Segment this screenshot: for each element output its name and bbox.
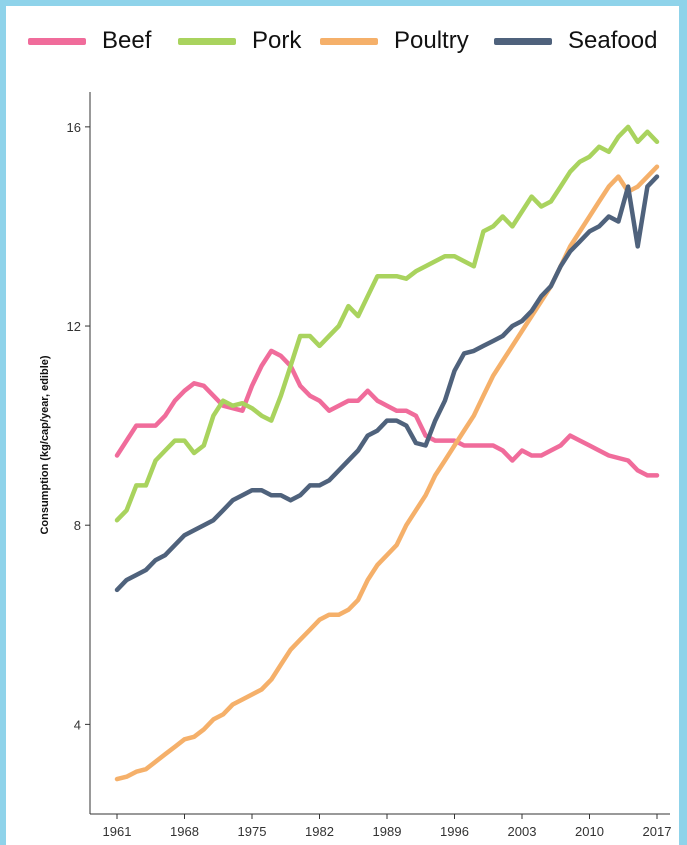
y-axis-title: Consumption (kg/cap/year, edible) [39, 355, 51, 534]
legend-label-beef: Beef [102, 27, 152, 54]
y-tick-label: 12 [67, 319, 81, 334]
x-tick-label: 1982 [305, 824, 334, 839]
y-axis-ticks: 4 8 12 16 [67, 120, 90, 732]
x-tick-label: 1968 [170, 824, 199, 839]
series-line-poultry [114, 164, 660, 782]
legend-item-seafood: Seafood [494, 26, 657, 56]
y-tick-label: 8 [74, 518, 81, 533]
chart-legend: Beef Pork Poultry Seafood [6, 6, 679, 70]
legend-item-pork: Pork [178, 26, 301, 56]
x-tick-label: 2017 [643, 824, 672, 839]
line-chart: 4 8 12 16 1961 1968 1975 1982 1989 1996 2003 2010 2… [39, 92, 672, 839]
y-tick-label: 4 [74, 717, 81, 732]
chart-frame: Beef Pork Poultry Seafood 4 8 12 16 1961 196… [6, 6, 679, 845]
x-tick-label: 2010 [575, 824, 604, 839]
x-tick-label: 1961 [103, 824, 132, 839]
legend-item-beef: Beef [28, 26, 151, 56]
series-line-seafood [114, 174, 660, 593]
legend-swatch-beef [28, 37, 86, 45]
series-line-pork [114, 124, 660, 523]
x-tick-label: 1975 [238, 824, 267, 839]
legend-item-poultry: Poultry [320, 26, 469, 56]
legend-swatch-poultry [320, 37, 378, 45]
legend-label-pork: Pork [252, 27, 302, 54]
series-lines [114, 124, 660, 782]
x-tick-label: 2003 [508, 824, 537, 839]
legend-swatch-seafood [494, 37, 552, 45]
legend-label-seafood: Seafood [568, 27, 658, 54]
x-tick-label: 1996 [440, 824, 469, 839]
x-tick-label: 1989 [373, 824, 402, 839]
series-line-beef [114, 348, 660, 478]
legend-label-poultry: Poultry [394, 27, 469, 54]
y-tick-label: 16 [67, 120, 81, 135]
x-axis-ticks: 1961 1968 1975 1982 1989 1996 2003 2010 2017 [103, 814, 672, 839]
legend-swatch-pork [178, 37, 236, 45]
